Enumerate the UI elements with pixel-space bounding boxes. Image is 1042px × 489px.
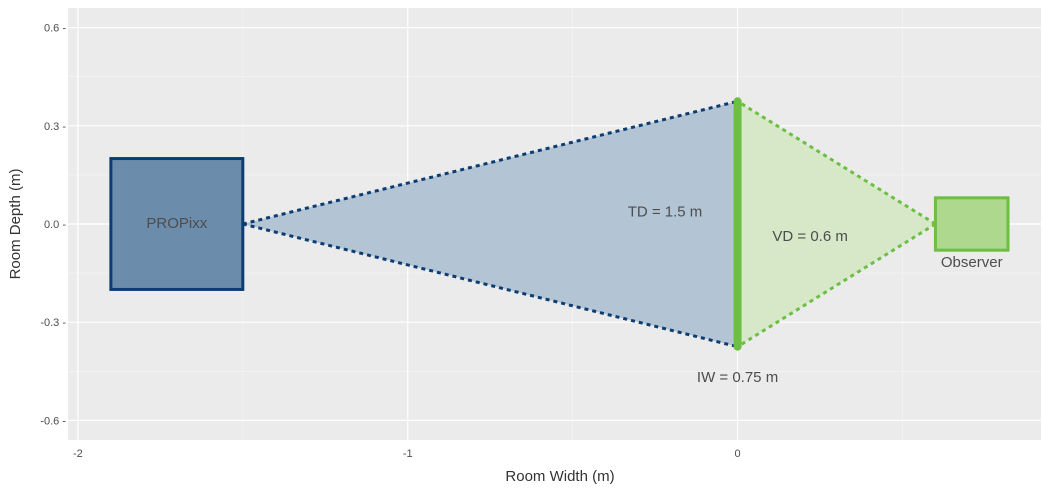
observer-rect [933,196,1010,252]
x-tick-label: -1 [403,448,413,460]
throw-line-top [242,99,738,226]
throw-triangle [242,101,738,347]
projector-label: PROPixx [146,215,207,232]
y-tick-label: 0.0 - [44,219,66,231]
x-axis-ticks: -2 -1 0 [73,448,741,460]
y-axis-title: Room Depth (m) [7,169,24,280]
y-axis-ticks: -0.6 - -0.3 - 0.0 - 0.3 - 0.6 - [40,23,66,428]
projector-rect [109,157,245,291]
y-tick-label: -0.6 - [40,415,66,427]
x-tick-label: 0 [734,448,740,460]
image-width-label: IW = 0.75 m [697,369,778,386]
y-tick-label: 0.3 - [44,121,66,133]
throw-line-bottom [242,222,738,349]
y-tick-label: -0.3 - [40,317,66,329]
view-triangle [737,101,936,347]
observer-label: Observer [941,254,1003,271]
x-tick-label: -2 [73,448,83,460]
view-line-top [736,99,937,226]
y-tick-label: 0.6 - [44,23,66,35]
throw-distance-label: TD = 1.5 m [628,204,703,221]
view-line-bottom [736,222,937,349]
x-axis-title: Room Width (m) [505,468,614,485]
viewing-distance-label: VD = 0.6 m [772,228,847,245]
